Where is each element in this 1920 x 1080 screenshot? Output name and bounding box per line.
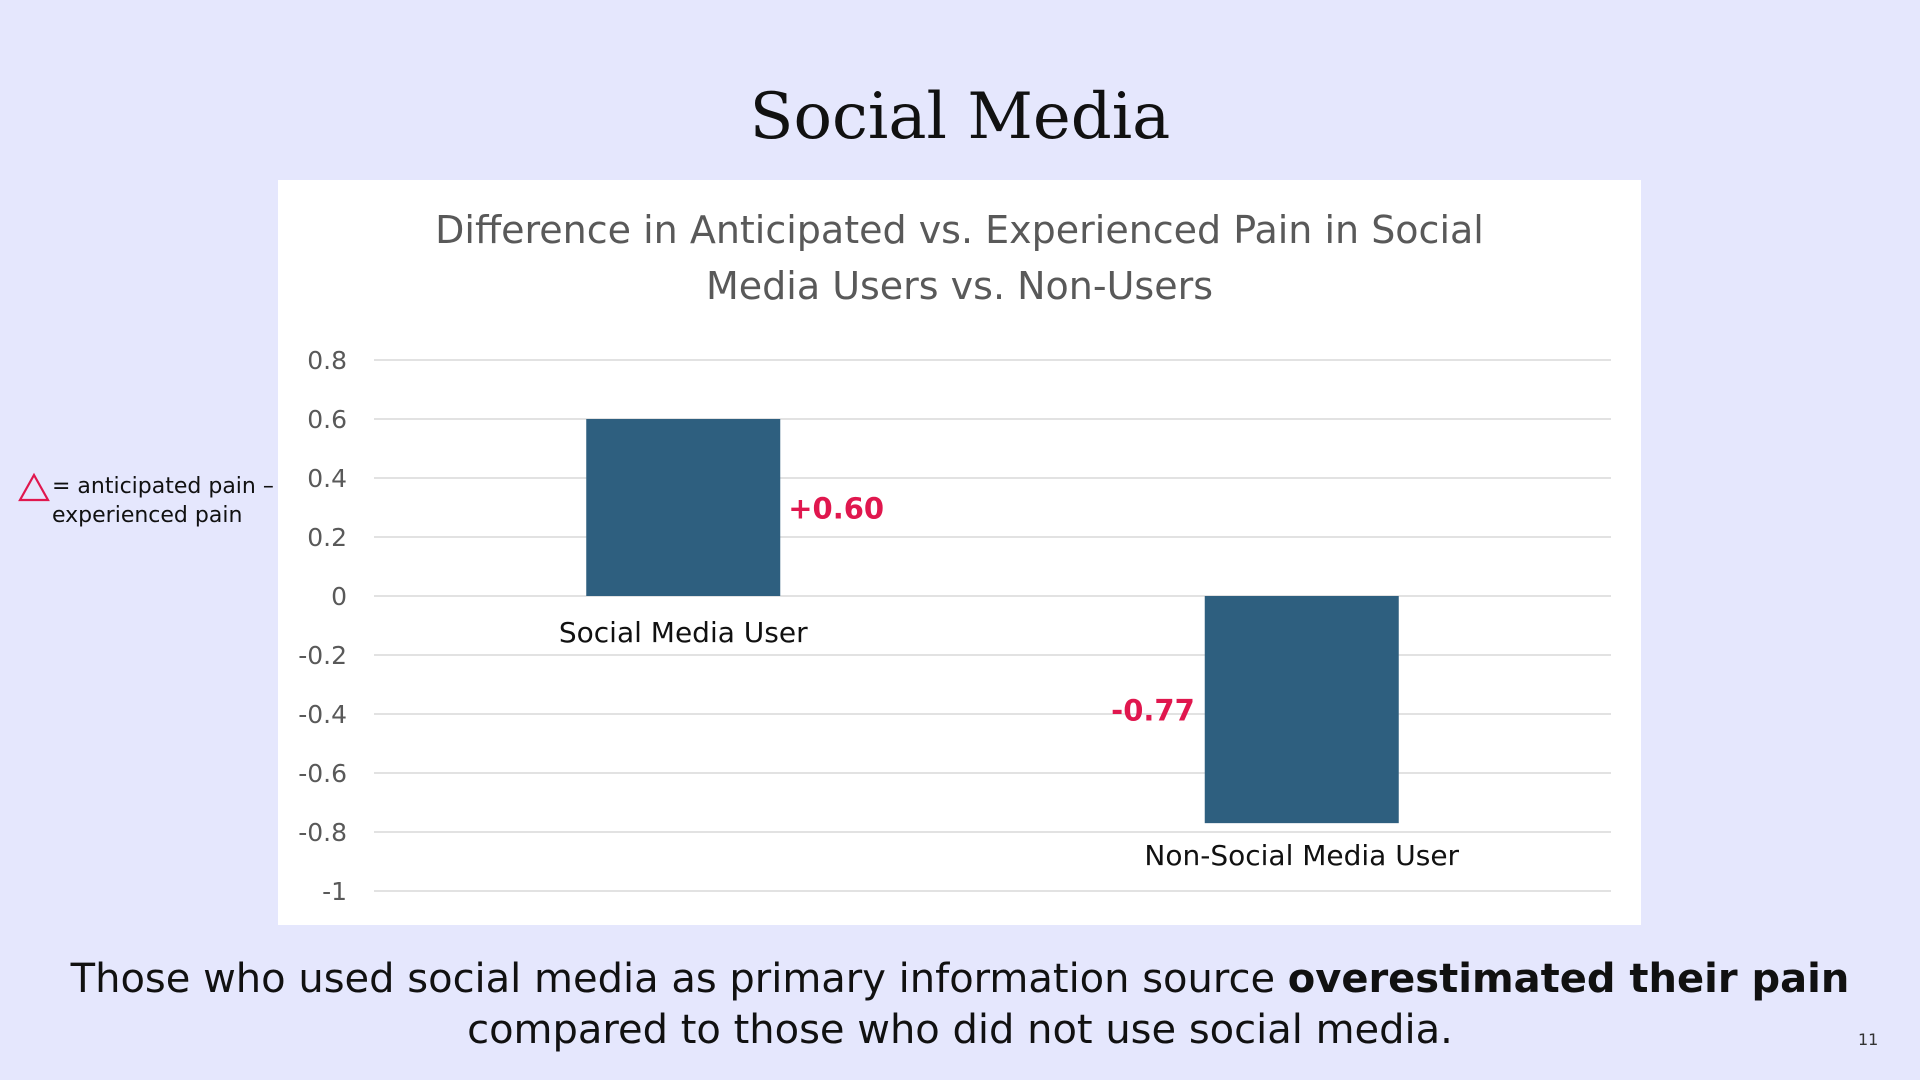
caption-emphasis: overestimated their pain bbox=[1287, 956, 1850, 1002]
caption-text: Those who used social media as primary i… bbox=[70, 956, 1288, 1002]
y-tick-label: -0.4 bbox=[298, 700, 347, 729]
legend-note-line-2: experienced pain bbox=[52, 503, 243, 528]
y-tick-label: -0.8 bbox=[298, 818, 347, 847]
y-tick-label: 0.2 bbox=[307, 523, 347, 552]
y-tick-label: 0.6 bbox=[307, 405, 347, 434]
category-label: Social Media User bbox=[559, 616, 808, 649]
bar-chart-plot: 0.8 0.6 0.4 0.2 0 -0.2 -0.4 -0.6 -0.8 -1 Social Me… bbox=[298, 346, 1611, 906]
bar bbox=[586, 419, 781, 596]
chart-panel: Difference in Anticipated vs. Experience… bbox=[278, 180, 1641, 925]
y-tick-label: 0 bbox=[331, 582, 347, 611]
legend-note-line-1: = anticipated pain – bbox=[52, 474, 274, 499]
category-label: Non-Social Media User bbox=[1144, 839, 1459, 872]
chart-title-line-1: Difference in Anticipated vs. Experience… bbox=[435, 208, 1484, 252]
delta-legend-note: = anticipated pain – experienced pain bbox=[18, 472, 288, 530]
y-tick-label: -0.6 bbox=[298, 759, 347, 788]
data-label: +0.60 bbox=[788, 492, 884, 526]
caption-line-2: compared to those who did not use social… bbox=[467, 1007, 1453, 1053]
y-tick-label: 0.8 bbox=[307, 346, 347, 375]
chart-title: Difference in Anticipated vs. Experience… bbox=[278, 202, 1641, 314]
triangle-delta-icon bbox=[18, 472, 50, 502]
y-tick-label: 0.4 bbox=[307, 464, 347, 493]
y-tick-label: -0.2 bbox=[298, 641, 347, 670]
y-tick-label: -1 bbox=[322, 877, 347, 906]
data-label: -0.77 bbox=[1111, 694, 1195, 728]
caption-line-1: Those who used social media as primary i… bbox=[0, 954, 1920, 1005]
slide-title: Social Media bbox=[749, 80, 1171, 154]
slide-caption: Those who used social media as primary i… bbox=[0, 954, 1920, 1056]
bar bbox=[1204, 596, 1399, 824]
chart-title-line-2: Media Users vs. Non-Users bbox=[705, 264, 1214, 308]
page-number: 11 bbox=[1858, 1030, 1879, 1049]
